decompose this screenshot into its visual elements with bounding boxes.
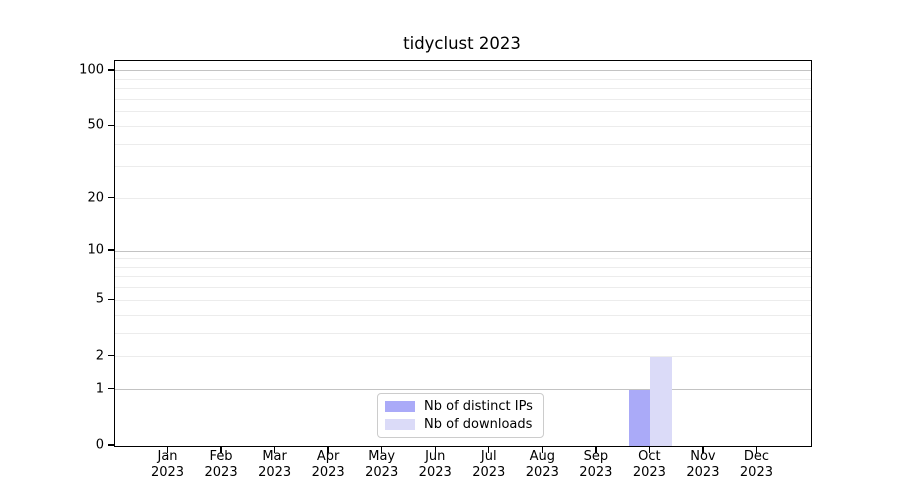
major-gridline	[115, 389, 811, 391]
x-tick-year: 2023	[204, 465, 238, 480]
x-tick-year: 2023	[311, 465, 345, 480]
x-tick-month: Apr	[316, 449, 340, 464]
y-tick-label: 100	[79, 62, 104, 78]
x-tick-label: May 2023	[352, 449, 412, 481]
x-tick-month: Aug	[529, 449, 555, 464]
x-tick-year: 2023	[632, 465, 666, 480]
major-gridline	[115, 70, 811, 72]
x-tick-label: Dec 2023	[726, 449, 786, 481]
x-tick-mark	[434, 446, 436, 453]
x-tick-label: Jul 2023	[459, 449, 519, 481]
x-tick-year: 2023	[150, 465, 185, 480]
x-tick-label: Jun 2023	[405, 449, 465, 481]
x-tick-label: Mar 2023	[245, 449, 305, 481]
x-tick-label: Aug 2023	[512, 449, 572, 481]
x-tick-mark	[648, 446, 651, 453]
minor-gridline	[115, 287, 811, 289]
minor-gridline	[115, 125, 811, 127]
chart-title: tidyclust 2023	[403, 34, 521, 53]
x-tick-month: Mar	[262, 449, 287, 464]
x-tick-month: Sep	[583, 449, 609, 464]
minor-gridline	[115, 78, 811, 80]
minor-gridline	[115, 111, 811, 113]
x-tick-month: Jan	[157, 449, 178, 464]
x-tick-label: Sep 2023	[566, 449, 626, 481]
y-tick-label: 10	[87, 242, 104, 258]
minor-gridline	[115, 266, 811, 268]
major-gridline	[115, 250, 811, 252]
x-tick-year: 2023	[418, 465, 452, 480]
bar-nb-of-downloads	[650, 356, 672, 446]
x-tick-month: Dec	[743, 449, 770, 464]
x-tick-mark	[220, 446, 222, 453]
x-tick-year: 2023	[739, 465, 773, 480]
y-tick-mark	[108, 196, 114, 199]
y-tick-mark	[108, 387, 114, 390]
legend: Nb of distinct IPs Nb of downloads	[377, 393, 544, 438]
y-tick-label: 2	[95, 348, 104, 364]
minor-gridline	[115, 276, 811, 278]
y-tick-mark	[108, 354, 114, 357]
y-tick-label: 5	[95, 291, 104, 307]
x-tick-month: May	[368, 449, 396, 464]
x-tick-mark	[755, 446, 758, 453]
x-tick-month: Nov	[690, 449, 716, 464]
x-tick-label: Nov 2023	[673, 449, 733, 481]
x-tick-mark	[702, 446, 704, 453]
legend-label: Nb of downloads	[424, 417, 533, 432]
y-tick-label: 50	[87, 117, 104, 133]
minor-gridline	[115, 198, 811, 199]
minor-gridline	[115, 356, 811, 358]
x-tick-label: Oct 2023	[619, 449, 679, 481]
minor-gridline	[115, 258, 811, 260]
y-tick-mark	[108, 249, 114, 251]
x-tick-month: Feb	[209, 449, 233, 464]
legend-swatch	[385, 401, 415, 412]
minor-gridline	[115, 98, 811, 100]
x-tick-month: Jun	[425, 449, 446, 464]
x-tick-mark	[541, 446, 543, 453]
bar-nb-of-distinct-ips	[628, 389, 651, 446]
x-tick-year: 2023	[472, 465, 506, 480]
x-tick-label: Feb 2023	[191, 449, 251, 481]
y-tick-label: 20	[87, 190, 104, 205]
y-tick-mark	[108, 124, 114, 127]
legend-label: Nb of distinct IPs	[424, 399, 533, 414]
legend-entry: Nb of distinct IPs	[385, 399, 533, 414]
x-tick-year: 2023	[258, 465, 292, 480]
x-tick-label: Apr 2023	[298, 449, 358, 481]
x-tick-mark	[595, 446, 597, 453]
x-tick-year: 2023	[686, 465, 720, 480]
minor-gridline	[115, 299, 811, 301]
y-tick-mark	[108, 298, 114, 301]
x-tick-year: 2023	[365, 465, 399, 480]
x-tick-mark	[327, 446, 329, 453]
y-tick-label: 0	[95, 437, 104, 453]
minor-gridline	[115, 332, 811, 334]
x-tick-mark	[380, 446, 383, 453]
x-tick-mark	[488, 446, 490, 453]
minor-gridline	[115, 143, 811, 145]
x-tick-month: Oct	[638, 449, 661, 464]
legend-entry: Nb of downloads	[385, 417, 533, 432]
x-tick-mark	[166, 446, 169, 453]
y-tick-label: 1	[95, 381, 104, 397]
minor-gridline	[115, 314, 811, 316]
x-tick-label: Jan 2023	[138, 449, 198, 481]
legend-swatch	[385, 419, 415, 430]
y-tick-mark	[108, 444, 114, 446]
x-tick-mark	[273, 446, 276, 453]
plot-area	[114, 60, 812, 447]
x-tick-month: Jul	[480, 449, 497, 464]
x-tick-year: 2023	[579, 465, 613, 480]
x-tick-year: 2023	[525, 465, 559, 480]
minor-gridline	[115, 88, 811, 90]
minor-gridline	[115, 166, 811, 168]
y-tick-mark	[108, 69, 114, 71]
